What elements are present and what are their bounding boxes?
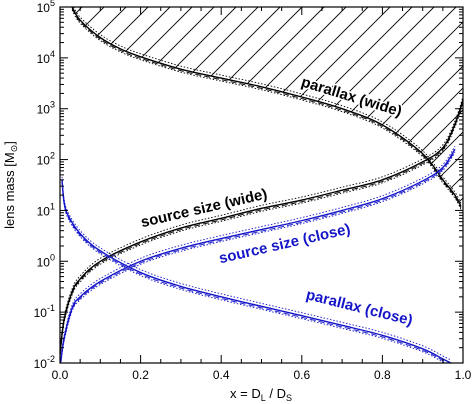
x-tick-labels: 0.0 0.2 0.4 0.6 0.8 1.0 (52, 368, 472, 382)
series-band-line (60, 96, 463, 352)
y-tick-label: 104 (37, 49, 55, 66)
y-tick-label: 103 (37, 100, 55, 117)
hatch-line (72, 7, 193, 207)
x-tick-label: 0.4 (213, 368, 230, 382)
curves (60, 7, 463, 363)
series-parallax-close (61, 176, 452, 363)
y-tick-label: 100 (37, 252, 55, 269)
hatch-line (72, 7, 215, 207)
series-band-line (60, 102, 463, 358)
series-band-line (61, 182, 446, 363)
axis-ticks (59, 6, 464, 364)
series-band-line (60, 145, 456, 363)
hatch-line (72, 7, 369, 207)
series-line (61, 179, 452, 363)
hatch-line (72, 7, 171, 207)
x-tick-label: 0.2 (132, 368, 149, 382)
series-parallax-wide (71, 7, 462, 210)
y-tick-label: 10-2 (34, 354, 55, 371)
hatch-line (187, 7, 463, 207)
y-tick-label: 105 (37, 0, 55, 15)
series-band-line (61, 176, 452, 361)
x-tick-label: 0.6 (293, 368, 310, 382)
series-source-size-close (60, 145, 456, 363)
series-line (60, 99, 463, 355)
y-tick-label: 101 (37, 201, 55, 218)
y-tick-labels: 10-2 10-1 100 101 102 103 104 105 (34, 0, 55, 371)
y-axis-title: lens mass [M⊙] (2, 141, 19, 229)
hatch-line (72, 7, 237, 207)
curve-label-source-size-wide: source size (wide) (139, 186, 269, 232)
series-band-line (73, 7, 462, 204)
x-tick-label: 1.0 (455, 368, 472, 382)
hatch-line (121, 7, 463, 207)
series-band-line (71, 9, 462, 210)
x-tick-label: 0.8 (374, 368, 391, 382)
series-dashed-line (60, 101, 463, 356)
series-line (60, 148, 456, 363)
x-axis-title: x = DL / DS (230, 386, 292, 403)
series-band-line (60, 151, 456, 363)
x-tick-label: 0.0 (52, 368, 69, 382)
series-line (71, 7, 462, 207)
y-tick-label: 10-1 (34, 303, 55, 320)
hatch-line (72, 7, 149, 207)
series-source-size-wide (60, 96, 463, 358)
hatch-line (275, 7, 463, 207)
hatch-line (429, 7, 463, 207)
series-dashed-line (60, 150, 456, 363)
hatch-line (165, 7, 463, 207)
y-tick-label: 102 (37, 151, 55, 168)
series-dashed-line (71, 8, 462, 209)
